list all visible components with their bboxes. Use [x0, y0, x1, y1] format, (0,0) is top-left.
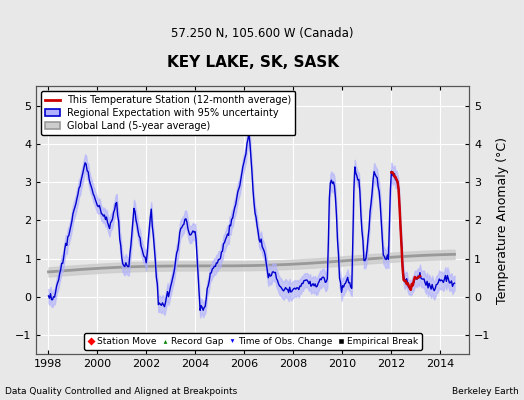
Text: 57.250 N, 105.600 W (Canada): 57.250 N, 105.600 W (Canada) [171, 27, 353, 40]
Title: KEY LAKE, SK, SASK: KEY LAKE, SK, SASK [167, 55, 339, 70]
Y-axis label: Temperature Anomaly (°C): Temperature Anomaly (°C) [496, 137, 509, 304]
Legend: Station Move, Record Gap, Time of Obs. Change, Empirical Break: Station Move, Record Gap, Time of Obs. C… [84, 334, 422, 350]
Text: Berkeley Earth: Berkeley Earth [452, 387, 519, 396]
Text: Data Quality Controlled and Aligned at Breakpoints: Data Quality Controlled and Aligned at B… [5, 387, 237, 396]
